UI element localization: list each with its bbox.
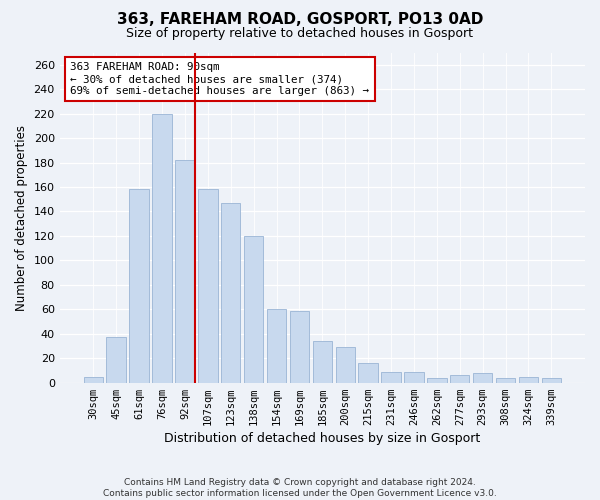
Bar <box>152 114 172 382</box>
Bar <box>358 363 378 382</box>
Bar <box>130 190 149 382</box>
Bar <box>382 372 401 382</box>
Y-axis label: Number of detached properties: Number of detached properties <box>15 124 28 310</box>
Text: 363 FAREHAM ROAD: 90sqm
← 30% of detached houses are smaller (374)
69% of semi-d: 363 FAREHAM ROAD: 90sqm ← 30% of detache… <box>70 62 369 96</box>
Text: Contains HM Land Registry data © Crown copyright and database right 2024.
Contai: Contains HM Land Registry data © Crown c… <box>103 478 497 498</box>
X-axis label: Distribution of detached houses by size in Gosport: Distribution of detached houses by size … <box>164 432 481 445</box>
Bar <box>542 378 561 382</box>
Bar <box>473 373 493 382</box>
Bar <box>427 378 446 382</box>
Bar <box>404 372 424 382</box>
Bar <box>519 376 538 382</box>
Bar <box>496 378 515 382</box>
Bar <box>198 190 218 382</box>
Text: 363, FAREHAM ROAD, GOSPORT, PO13 0AD: 363, FAREHAM ROAD, GOSPORT, PO13 0AD <box>117 12 483 28</box>
Bar <box>83 376 103 382</box>
Text: Size of property relative to detached houses in Gosport: Size of property relative to detached ho… <box>127 28 473 40</box>
Bar <box>450 376 469 382</box>
Bar <box>313 341 332 382</box>
Bar <box>335 347 355 382</box>
Bar <box>106 338 126 382</box>
Bar <box>290 310 309 382</box>
Bar <box>244 236 263 382</box>
Bar <box>175 160 194 382</box>
Bar <box>221 203 241 382</box>
Bar <box>267 310 286 382</box>
